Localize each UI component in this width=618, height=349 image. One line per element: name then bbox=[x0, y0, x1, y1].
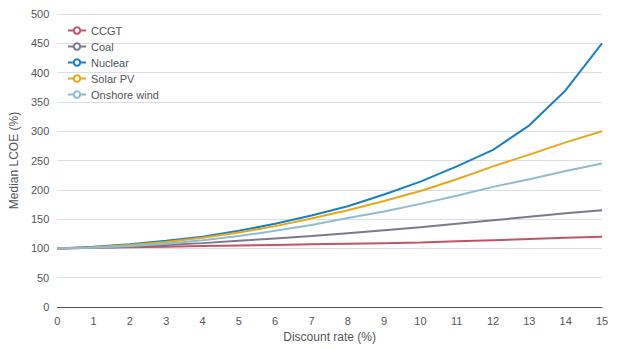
svg-text:4: 4 bbox=[199, 315, 205, 327]
svg-text:5: 5 bbox=[236, 315, 242, 327]
svg-text:8: 8 bbox=[345, 315, 351, 327]
svg-text:15: 15 bbox=[596, 315, 608, 327]
svg-text:300: 300 bbox=[31, 125, 49, 137]
svg-text:10: 10 bbox=[414, 315, 426, 327]
svg-text:150: 150 bbox=[31, 213, 49, 225]
svg-text:2: 2 bbox=[127, 315, 133, 327]
svg-text:Solar PV: Solar PV bbox=[91, 73, 135, 85]
svg-text:13: 13 bbox=[523, 315, 535, 327]
svg-text:6: 6 bbox=[272, 315, 278, 327]
svg-text:Discount rate (%): Discount rate (%) bbox=[283, 330, 376, 344]
svg-text:100: 100 bbox=[31, 242, 49, 254]
svg-text:500: 500 bbox=[31, 8, 49, 20]
svg-text:250: 250 bbox=[31, 155, 49, 167]
svg-text:Onshore wind: Onshore wind bbox=[91, 89, 159, 101]
svg-text:9: 9 bbox=[381, 315, 387, 327]
svg-text:0: 0 bbox=[43, 301, 49, 313]
svg-text:Nuclear: Nuclear bbox=[91, 57, 129, 69]
svg-text:0: 0 bbox=[54, 315, 60, 327]
svg-text:12: 12 bbox=[487, 315, 499, 327]
svg-text:350: 350 bbox=[31, 96, 49, 108]
svg-text:1: 1 bbox=[91, 315, 97, 327]
svg-text:3: 3 bbox=[163, 315, 169, 327]
svg-text:CCGT: CCGT bbox=[91, 25, 122, 37]
svg-text:50: 50 bbox=[37, 272, 49, 284]
svg-text:14: 14 bbox=[560, 315, 572, 327]
svg-text:7: 7 bbox=[308, 315, 314, 327]
svg-text:200: 200 bbox=[31, 184, 49, 196]
svg-text:Coal: Coal bbox=[91, 41, 114, 53]
svg-text:450: 450 bbox=[31, 37, 49, 49]
svg-text:400: 400 bbox=[31, 67, 49, 79]
svg-text:Median LCOE (%): Median LCOE (%) bbox=[7, 112, 21, 209]
svg-text:11: 11 bbox=[451, 315, 462, 327]
